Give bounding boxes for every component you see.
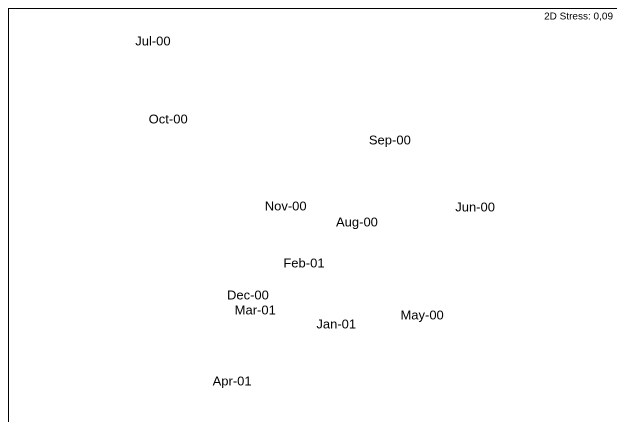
point-label: Aug-00	[336, 214, 378, 229]
point-label: Mar-01	[235, 302, 276, 317]
point-label: Sep-00	[369, 132, 411, 147]
point-label: Jun-00	[455, 199, 495, 214]
point-label: Jan-01	[316, 317, 356, 332]
point-label: Jul-00	[135, 33, 170, 48]
point-label: Feb-01	[283, 255, 324, 270]
point-label: Oct-00	[149, 112, 188, 127]
stress-annotation: 2D Stress: 0,09	[544, 12, 613, 23]
point-label: May-00	[400, 307, 443, 322]
point-label: Nov-00	[265, 199, 307, 214]
point-label: Apr-01	[213, 373, 252, 388]
point-label: Dec-00	[227, 288, 269, 303]
